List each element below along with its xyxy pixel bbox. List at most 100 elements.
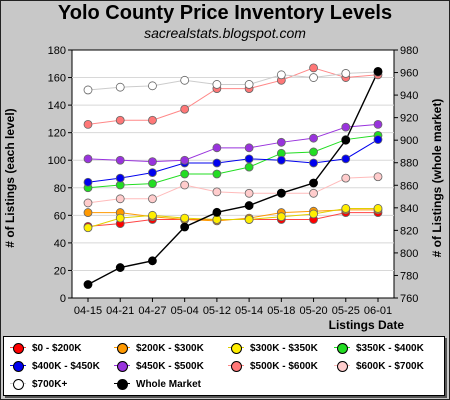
y-right-tick-label: 780 (400, 270, 418, 282)
data-point-400k-450k (341, 154, 351, 164)
data-point-whole-market (276, 188, 286, 198)
data-point-400k-450k (276, 155, 286, 165)
data-point-300k-350k (244, 215, 254, 224)
data-point-700k (180, 75, 190, 85)
series-line-whole-market (87, 71, 379, 286)
data-point-700k (341, 69, 351, 78)
y-left-tick-label: 100 (48, 155, 66, 167)
data-point-whole-market (180, 222, 190, 232)
y-right-tick-label: 940 (400, 90, 418, 102)
legend-swatch (10, 361, 26, 372)
series-line-300k-350k (87, 207, 378, 229)
y-right-tick-label: 860 (400, 180, 418, 192)
x-tick-label: 05-20 (299, 305, 327, 317)
legend-item: Whole Market (114, 377, 201, 391)
data-point-450k-500k (309, 133, 318, 143)
legend-label: Whole Market (136, 378, 202, 390)
legend-swatch (334, 343, 350, 354)
legend-item: $0 - $200K (10, 341, 81, 355)
legend-label: $700K+ (32, 378, 68, 390)
data-point-whole-market (115, 263, 125, 272)
x-tick-label: 06-01 (364, 305, 392, 317)
data-point-500k-600k (148, 115, 157, 125)
data-point-700k (212, 80, 222, 89)
data-point-300k-350k (148, 210, 157, 220)
data-point-300k-350k (83, 223, 93, 233)
y-right-tick-label: 960 (400, 68, 418, 80)
y-right-axis-label: # of Listings (whole market) (430, 99, 444, 258)
y-left-tick-label: 40 (54, 238, 66, 250)
data-point-400k-450k (244, 154, 254, 164)
data-point-600k-700k (83, 198, 93, 208)
chart-subtitle: sacrealstats.blogspot.com (144, 25, 306, 41)
legend-item: $400K - $450K (10, 359, 100, 373)
y-left-tick-label: 140 (48, 100, 66, 112)
x-tick-label: 05-12 (203, 305, 231, 317)
y-left-tick-label: 80 (54, 183, 66, 195)
legend-item: $200K - $300K (114, 341, 204, 355)
legend-label: $350K - $400K (356, 342, 424, 354)
legend-swatch (228, 361, 244, 372)
data-point-450k-500k (115, 155, 125, 165)
data-point-300k-350k (115, 213, 125, 223)
data-point-700k (244, 80, 254, 89)
legend-label: $400K - $450K (32, 360, 100, 372)
y-right-tick-label: 900 (400, 135, 418, 147)
x-tick-label: 05-04 (171, 305, 199, 317)
legend-label: $450K - $500K (136, 360, 204, 372)
data-point-700k (309, 73, 318, 82)
x-tick-label: 05-25 (332, 305, 360, 317)
data-point-450k-500k (148, 157, 157, 167)
data-point-600k-700k (373, 172, 383, 182)
chart-plot: 0 20 40 60 80 100 120 140 160 180 760 780 800 820 840… (3, 45, 444, 332)
data-point-300k-350k (276, 212, 286, 222)
data-point-400k-450k (309, 158, 318, 168)
data-point-600k-700k (212, 187, 222, 197)
legend-item: $300K - $350K (228, 341, 318, 355)
series-points (83, 63, 383, 289)
legend-label: $500K - $600K (250, 360, 318, 372)
data-point-whole-market (373, 67, 383, 76)
y-right-ticks: 760 780 800 820 840 860 880 900 920 940 960 980 (394, 45, 418, 305)
y-right-tick-label: 800 (400, 248, 418, 260)
data-point-whole-market (341, 135, 351, 145)
x-axis-label: Listings Date (329, 318, 405, 332)
legend-label: $200K - $300K (136, 342, 204, 354)
data-point-whole-market (244, 201, 254, 210)
plot-area (71, 49, 395, 299)
x-tick-label: 04-21 (106, 305, 134, 317)
data-point-300k-350k (373, 204, 383, 213)
grid-lines (72, 77, 394, 271)
legend-item: $450K - $500K (114, 359, 204, 373)
y-right-tick-label: 920 (400, 113, 418, 125)
data-point-350k-400k (180, 169, 190, 179)
x-tick-label: 05-14 (235, 305, 263, 317)
data-point-300k-350k (180, 213, 190, 223)
data-point-400k-450k (83, 177, 93, 187)
x-ticks: 04-15 04-21 04-27 05-04 05-12 05-14 05-18 05-20… (74, 298, 392, 317)
data-point-600k-700k (244, 188, 254, 198)
legend-label: $600K - $700K (356, 360, 424, 372)
data-point-whole-market (309, 178, 318, 188)
data-point-whole-market (148, 256, 157, 266)
legend-swatch (114, 361, 130, 372)
data-point-400k-450k (115, 173, 125, 183)
data-point-350k-400k (244, 162, 254, 172)
data-point-400k-450k (148, 168, 157, 178)
series-line-600k-700k (87, 176, 379, 204)
series-lines (87, 67, 379, 286)
data-point-600k-700k (341, 173, 351, 183)
legend-item: $350K - $400K (334, 341, 424, 355)
y-left-tick-label: 180 (48, 45, 66, 57)
y-left-ticks: 0 20 40 60 80 100 120 140 160 180 (48, 45, 72, 305)
y-left-tick-label: 20 (54, 265, 66, 277)
y-left-tick-label: 60 (54, 210, 66, 222)
data-point-500k-600k (309, 63, 318, 73)
data-point-400k-450k (212, 158, 222, 168)
y-right-tick-label: 820 (400, 225, 418, 237)
chart-legend: $0 - $200K $200K - $300K $300K - $350K $350… (3, 336, 445, 396)
data-point-350k-400k (309, 147, 318, 157)
y-right-tick-label: 980 (400, 45, 418, 57)
data-point-600k-700k (309, 188, 318, 198)
data-point-500k-600k (83, 120, 93, 129)
